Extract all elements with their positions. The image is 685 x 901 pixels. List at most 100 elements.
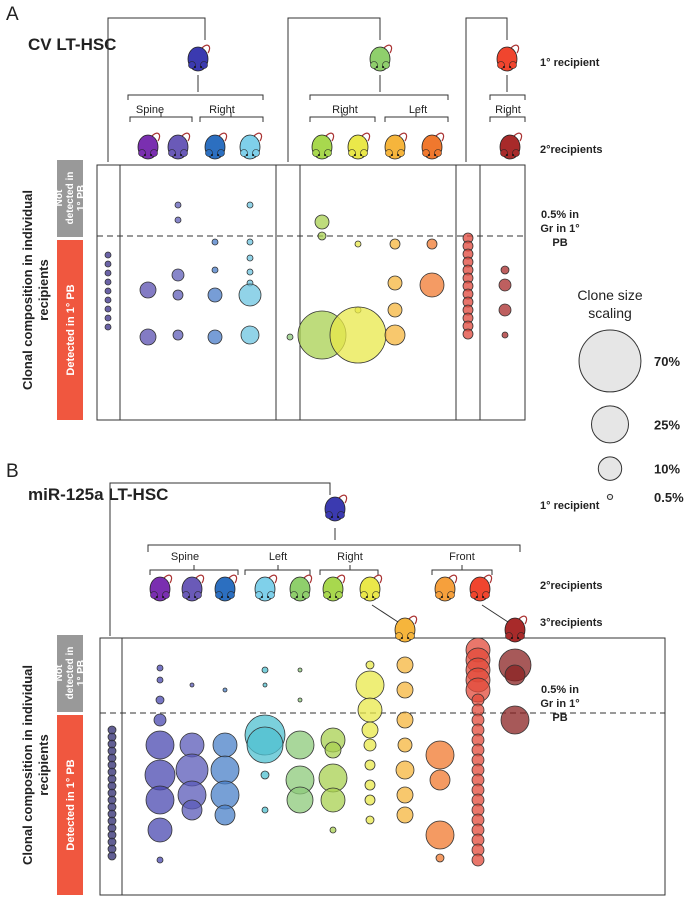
clone-bubble [389,238,401,250]
clone-bubble [500,265,510,275]
mouse-ear [482,591,490,599]
clone-bubble [246,254,254,262]
mouse-eye [162,596,164,598]
mouse-ear [150,149,158,157]
clone-bubble [498,278,512,292]
mouse-tail [447,574,458,584]
clone-bubble [145,730,175,760]
mouse-eye [517,637,519,639]
mouse-ear [385,149,393,157]
clone-bubble [426,238,438,250]
clone-bubble [172,329,184,341]
clone-bubble [314,214,330,230]
mouse-tail [267,574,278,584]
mouse-ear [188,61,196,69]
clone-bubble [365,660,375,670]
tertiary-label: 3°recipients [540,617,602,629]
mouse-eye [296,596,298,598]
clone-bubble [172,289,184,301]
clone-bubble [189,682,195,688]
clone-bubble [246,268,254,276]
mouse-ear [205,149,213,157]
mouse-ear [434,149,442,157]
clone-bubble [211,238,219,246]
branch-label: Right [337,551,363,563]
mouse-ear [162,591,170,599]
mouse-tail [302,574,313,584]
not-detected-box [57,160,83,237]
mouse-icon [504,615,528,643]
clone-bubble [387,275,403,291]
mouse-ear [395,632,403,640]
scale-circle [606,493,614,501]
mouse-ear [500,149,508,157]
clone-bubble [425,820,455,850]
mouse-eye [512,154,514,156]
mouse-ear [447,591,455,599]
branch-label: Right [495,104,521,116]
mouse-eye [194,596,196,598]
mouse-tail [372,574,383,584]
mouse-ear [255,591,263,599]
clone-bubble [156,856,164,864]
clone-bubble [329,826,337,834]
clone-bubble [240,325,260,345]
mouse-icon [254,574,278,602]
mouse-ear [290,591,298,599]
clone-bubble [396,786,414,804]
mouse-ear [435,591,443,599]
mouse-eye [511,637,513,639]
y-label: Clonal composition in individual [20,190,35,390]
mouse-icon [496,44,520,72]
clone-bubble [246,201,254,209]
detected-box [57,240,83,420]
clone-bubble [104,323,112,331]
mouse-icon [394,615,418,643]
clone-bubble [104,278,112,286]
not-detected-label: Not detected in 1° PB [54,647,87,700]
clone-bubble [207,287,223,303]
mouse-eye [476,596,478,598]
mouse-icon [421,132,445,160]
threshold-label: 0.5% in [541,209,579,221]
scale-title: Clone size [577,287,643,303]
column-box [99,637,123,896]
mouse-eye [397,154,399,156]
mouse-icon [214,574,238,602]
label-line: 1° PB [76,660,87,686]
clone-bubble [361,721,379,739]
clone-bubble [104,251,112,259]
clone-bubble [246,238,254,246]
branch-label: Right [332,104,358,116]
mouse-ear [509,61,517,69]
clone-bubble [147,817,173,843]
mouse-eye [372,596,374,598]
mouse-ear [252,149,260,157]
scale-label: 25% [654,417,680,432]
label-line: detected in [65,172,76,225]
branch-label: Right [209,104,235,116]
clone-bubble [354,240,362,248]
clone-bubble [104,287,112,295]
secondary-label: 2°recipients [540,144,602,156]
mouse-icon [167,132,191,160]
clone-bubble [365,815,375,825]
clone-bubble [210,755,240,785]
mouse-tail [227,574,238,584]
clone-bubble [181,799,203,821]
y-label: Clonal composition in individual [20,665,35,865]
clone-bubble [395,760,415,780]
clone-bubble [297,697,303,703]
mouse-eye [335,596,337,598]
mouse-ear [194,591,202,599]
clone-bubble [397,737,413,753]
mouse-eye [434,154,436,156]
mouse-eye [261,596,263,598]
clone-bubble [207,329,223,345]
column-box [455,164,481,421]
mouse-ear [215,591,223,599]
detected-label: Detected in 1° PB [65,284,77,375]
mouse-icon [369,44,393,72]
mouse-ear [150,591,158,599]
